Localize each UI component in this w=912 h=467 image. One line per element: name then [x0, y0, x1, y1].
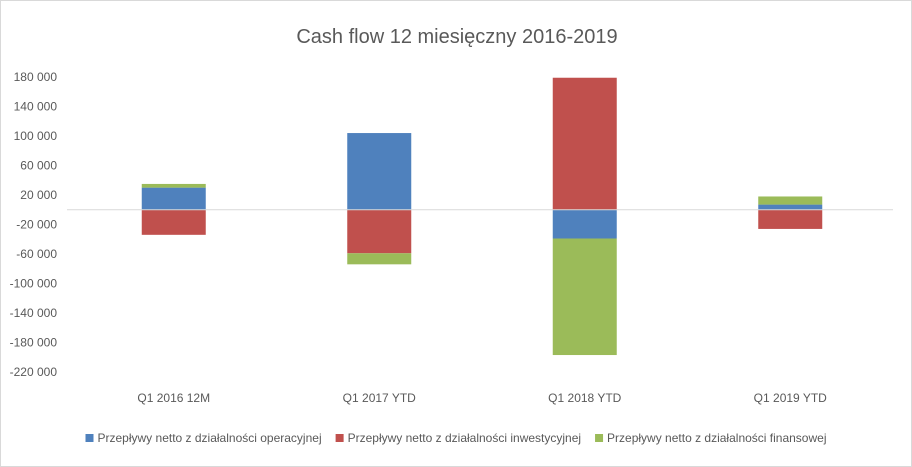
bar-2-1 — [141, 209, 206, 235]
x-tick-label: Q1 2016 12M — [137, 391, 210, 405]
bars — [141, 77, 823, 356]
legend-item: Przepływy netto z działalności inwestycy… — [335, 431, 581, 445]
bar-3-1 — [141, 183, 206, 188]
chart-title: Cash flow 12 miesięczny 2016-2019 — [296, 26, 617, 48]
bar-3-4 — [758, 196, 823, 205]
y-tick-label: -140 000 — [10, 306, 58, 320]
legend-swatch — [595, 434, 604, 442]
legend: Przepływy netto z działalności operacyjn… — [85, 431, 827, 445]
y-tick-label: 20 000 — [20, 188, 57, 202]
bar-1-1 — [141, 187, 206, 210]
bar-3-2 — [347, 253, 412, 265]
bar-3-3 — [552, 238, 617, 356]
y-tick-label: -100 000 — [10, 277, 58, 291]
x-tick-label: Q1 2018 YTD — [548, 391, 621, 405]
bar-1-3 — [552, 209, 617, 239]
legend-label: Przepływy netto z działalności finansowe… — [607, 431, 826, 445]
y-tick-label: 60 000 — [20, 159, 57, 173]
bar-1-4 — [758, 204, 823, 210]
x-tick-label: Q1 2019 YTD — [754, 391, 827, 405]
x-tick-label: Q1 2017 YTD — [343, 391, 416, 405]
legend-item: Przepływy netto z działalności finansowe… — [595, 431, 827, 445]
y-tick-label: -60 000 — [16, 247, 57, 261]
x-axis: Q1 2016 12M Q1 2017 YTD Q1 2018 YTD Q1 2019… — [137, 391, 827, 405]
y-tick-label: 180 000 — [14, 70, 58, 84]
legend-swatch — [335, 434, 344, 442]
y-tick-label: -220 000 — [10, 365, 58, 379]
bar-1-2 — [347, 133, 412, 210]
y-tick-label: 100 000 — [14, 129, 58, 143]
bar-2-2 — [347, 209, 412, 254]
legend-swatch — [85, 434, 94, 442]
bar-2-4 — [758, 209, 823, 229]
bar-2-3 — [552, 77, 617, 210]
legend-item: Przepływy netto z działalności operacyjn… — [85, 431, 322, 445]
legend-label: Przepływy netto z działalności inwestycy… — [348, 431, 581, 445]
y-tick-label: -20 000 — [16, 218, 57, 232]
y-tick-label: 140 000 — [14, 100, 58, 114]
y-axis: 180 000 140 000 100 000 60 000 20 000 -20 000… — [10, 70, 58, 379]
y-tick-label: -180 000 — [10, 336, 58, 350]
legend-label: Przepływy netto z działalności operacyjn… — [98, 431, 322, 445]
